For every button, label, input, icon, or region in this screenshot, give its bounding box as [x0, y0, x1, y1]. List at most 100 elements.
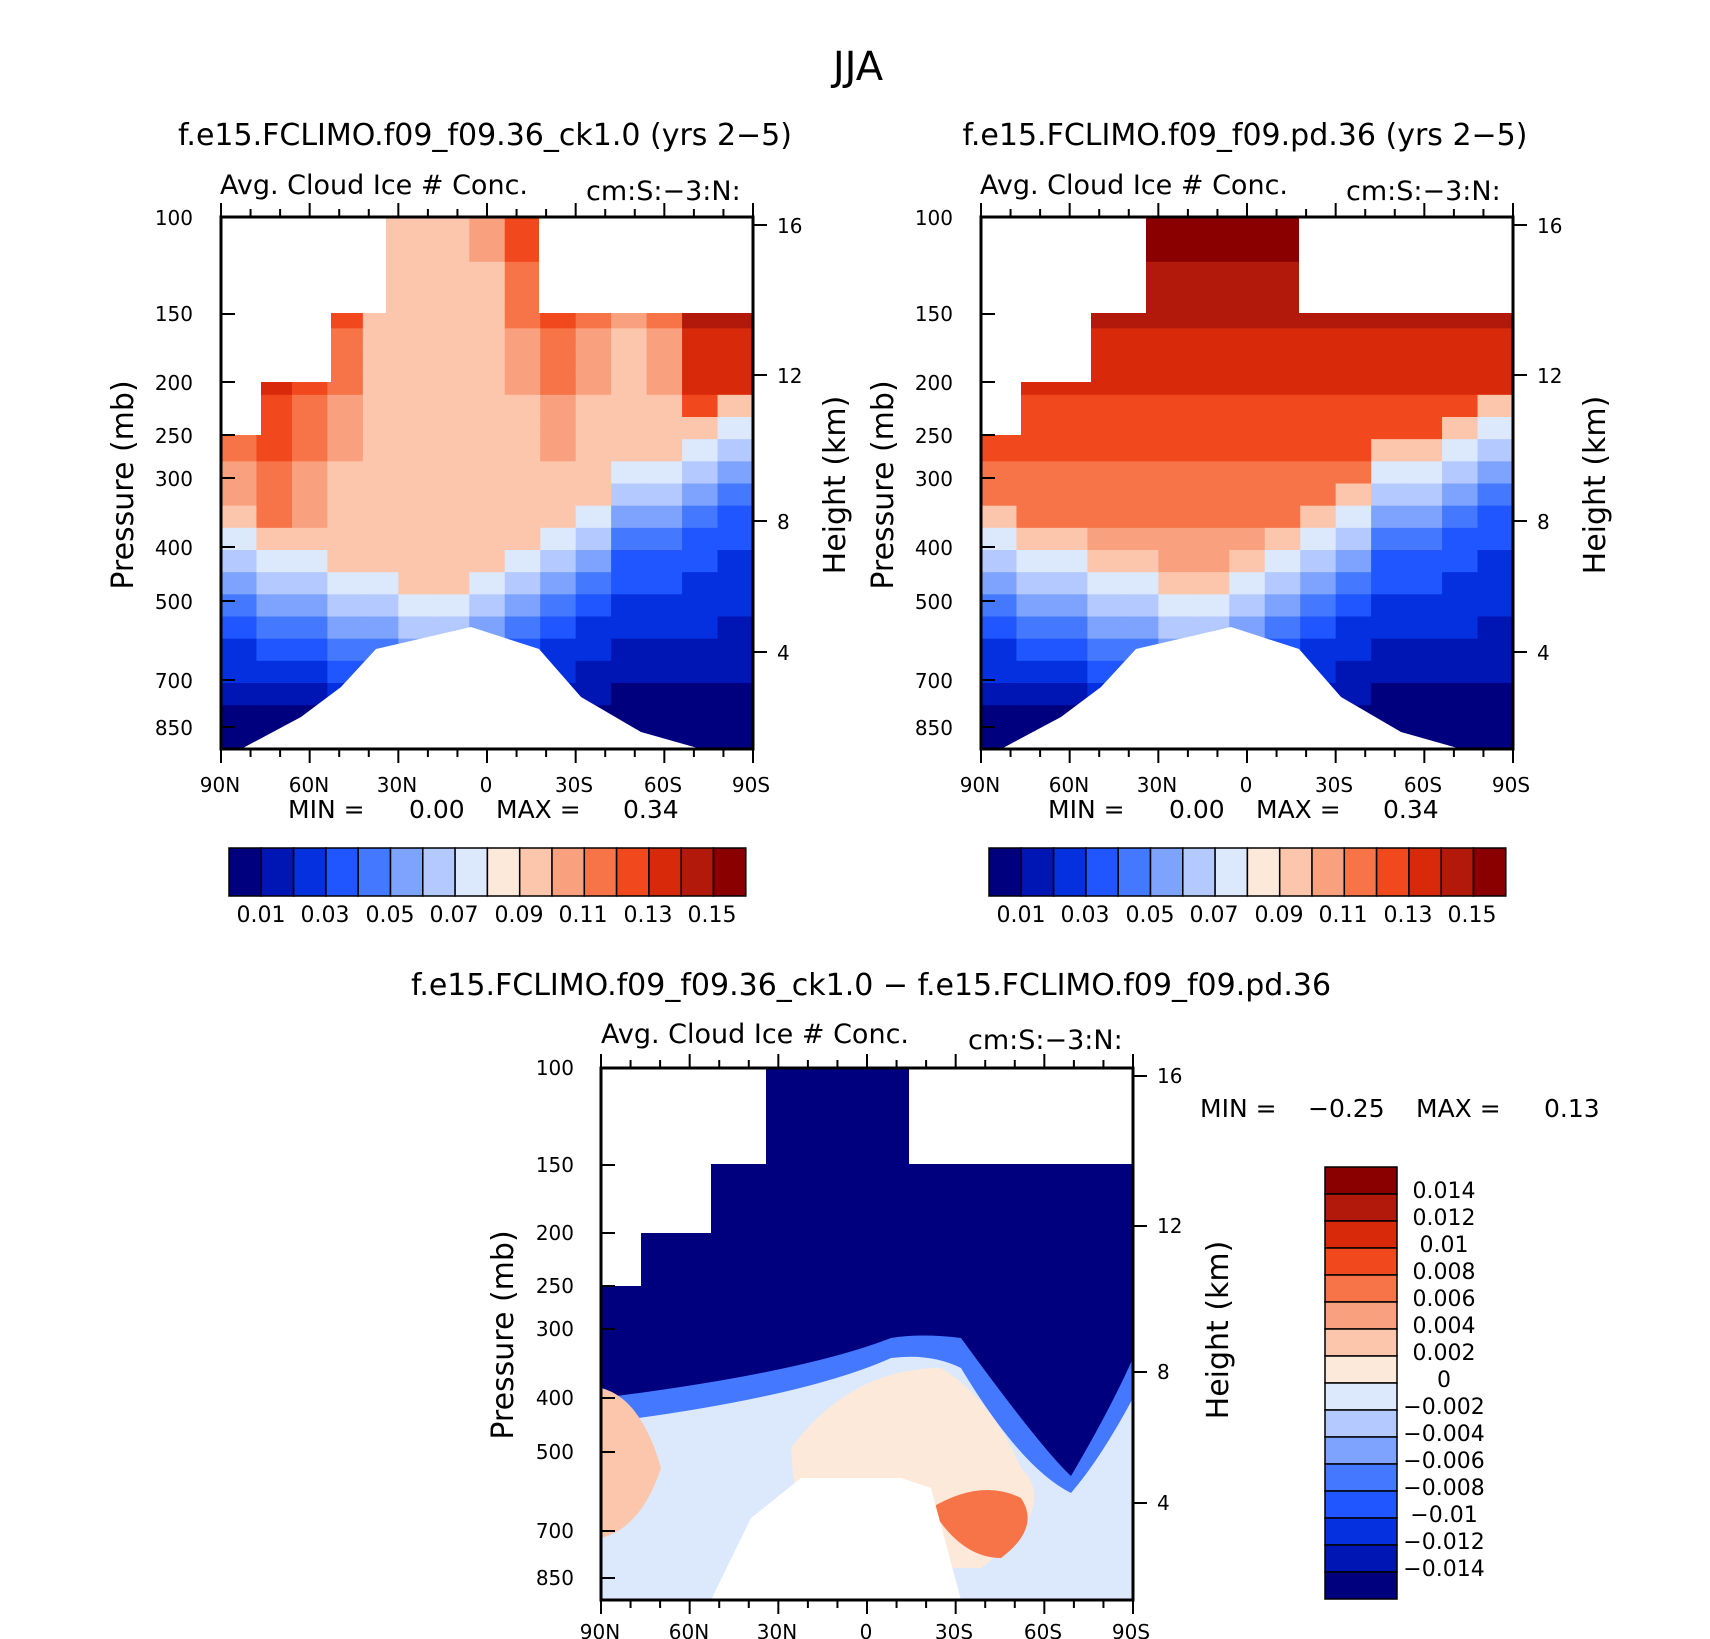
x-tick-label: 60N — [1049, 773, 1089, 797]
colorbar-label: −0.004 — [1403, 1422, 1484, 1447]
colorbar-label: −0.002 — [1403, 1395, 1484, 1420]
y-tick-label: 100 — [155, 206, 193, 230]
field-cell — [981, 593, 1017, 617]
x-tick-label: 60S — [1024, 1620, 1062, 1639]
field-cell — [1051, 593, 1088, 617]
field-cell — [1264, 505, 1301, 528]
field-cell — [221, 460, 257, 484]
field-cell — [1406, 438, 1443, 462]
field-cell — [1406, 460, 1443, 484]
colorbar-swatch — [583, 847, 618, 897]
field-cell — [1477, 593, 1514, 617]
y-tick-label: 700 — [915, 669, 953, 693]
field-cell — [717, 704, 754, 728]
field-cell — [682, 660, 719, 683]
colorbar-swatch — [1324, 1220, 1398, 1249]
field-cell — [1122, 350, 1159, 373]
field-cell — [717, 372, 754, 395]
field-cell — [1122, 483, 1159, 506]
y-tick-label: 500 — [155, 590, 193, 614]
field-cell — [433, 527, 470, 550]
field-cell — [540, 483, 577, 506]
x-tick-label: 30S — [1315, 773, 1353, 797]
min-label: MIN = — [1200, 1094, 1277, 1123]
y-tick-label: 300 — [915, 467, 953, 491]
field-cell — [1442, 327, 1479, 351]
field-cell — [327, 372, 364, 395]
field-cell — [1371, 660, 1408, 683]
field-cell — [1442, 394, 1479, 417]
field-cell — [291, 416, 328, 440]
field-cell — [575, 593, 612, 617]
field-cell — [1335, 571, 1372, 595]
colorbar-swatch — [1324, 1517, 1398, 1546]
field-cell — [1406, 660, 1443, 683]
field-cell — [327, 350, 364, 373]
colorbar-swatch — [486, 847, 521, 897]
field-cell — [1406, 372, 1443, 395]
field-cell — [1264, 460, 1301, 484]
field-cell — [1442, 372, 1479, 395]
field-cell — [981, 638, 1017, 661]
field-cell — [1229, 460, 1266, 484]
field-cell — [1264, 549, 1301, 573]
field-cell — [1016, 438, 1053, 462]
field-cell — [362, 394, 399, 417]
field-cell — [1158, 438, 1195, 462]
colorbar-swatch — [1375, 847, 1410, 897]
field-cell — [1016, 593, 1053, 617]
field-cell — [575, 460, 612, 484]
field-cell — [504, 527, 541, 550]
field-cell — [1087, 350, 1124, 373]
field-cell — [540, 638, 577, 661]
y-tick-label: 200 — [536, 1221, 574, 1245]
field-cell — [256, 682, 293, 706]
field-cell — [1016, 505, 1053, 528]
colorbar-label: −0.01 — [1410, 1503, 1477, 1528]
field-cell — [1477, 616, 1514, 639]
field-cell — [1477, 394, 1514, 417]
field-cell — [256, 460, 293, 484]
field-cell — [1016, 660, 1053, 683]
colorbar-swatch — [1324, 1571, 1398, 1600]
field-cell — [433, 305, 470, 329]
field-cell — [1406, 394, 1443, 417]
x-tick-label: 60N — [669, 1620, 709, 1639]
field-cell — [682, 350, 719, 373]
field-cell — [1158, 460, 1195, 484]
field-cell — [1193, 438, 1230, 462]
field-cell — [1264, 593, 1301, 617]
field-cell — [1051, 394, 1088, 417]
field-cell — [1300, 638, 1337, 661]
y-right-tick-label: 4 — [777, 641, 790, 665]
colorbar-swatch — [1324, 1436, 1398, 1465]
panel-title: f.e15.FCLIMO.f09_f09.36_ck1.0 (yrs 2−5) — [178, 118, 792, 153]
field-cell — [1193, 505, 1230, 528]
field-cell — [469, 261, 506, 284]
field-cell — [362, 616, 399, 639]
field-cell — [1442, 726, 1479, 750]
max-label: MAX = — [1256, 795, 1341, 824]
field-cell — [1122, 394, 1159, 417]
field-cell — [717, 616, 754, 639]
colorbar-label: 0.03 — [1061, 903, 1110, 928]
field-cell — [1016, 416, 1053, 440]
field-cell — [981, 483, 1017, 506]
x-tick-label: 90N — [960, 773, 1000, 797]
field-cell — [1442, 505, 1479, 528]
field-cell — [1300, 571, 1337, 595]
x-tick-label: 60S — [644, 773, 682, 797]
colorbar-swatch — [260, 847, 295, 897]
field-cell — [433, 593, 470, 617]
colorbar-swatch — [1324, 1355, 1398, 1384]
colorbar-label: −0.012 — [1403, 1530, 1484, 1555]
field-cell — [1335, 372, 1372, 395]
max-value: 0.13 — [1544, 1094, 1600, 1123]
field-cell — [1442, 527, 1479, 550]
colorbar-label: 0.006 — [1413, 1287, 1476, 1312]
field-cell — [1016, 483, 1053, 506]
field-cell — [469, 350, 506, 373]
field-cell — [1087, 483, 1124, 506]
field-cell — [433, 505, 470, 528]
field-cell — [1371, 438, 1408, 462]
